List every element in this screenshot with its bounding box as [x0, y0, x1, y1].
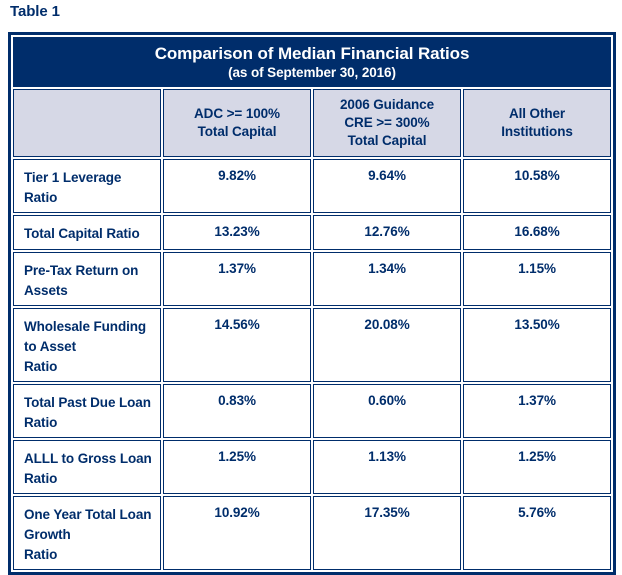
- row-value: 1.34%: [313, 252, 461, 306]
- table-row: Pre-Tax Return on Assets 1.37% 1.34% 1.1…: [13, 252, 611, 306]
- row-label: Wholesale Funding to Asset Ratio: [13, 308, 161, 382]
- table-title-band: Comparison of Median Financial Ratios (a…: [13, 37, 611, 87]
- row-value: 1.15%: [463, 252, 611, 306]
- row-value: 0.83%: [163, 384, 311, 438]
- row-value: 1.25%: [163, 440, 311, 494]
- table-title: Comparison of Median Financial Ratios: [154, 44, 470, 63]
- row-value: 5.76%: [463, 496, 611, 570]
- title-row: Comparison of Median Financial Ratios (a…: [13, 37, 611, 87]
- row-value: 9.82%: [163, 159, 311, 213]
- row-label: ALLL to Gross Loan Ratio: [13, 440, 161, 494]
- document-page: Table 1 Comparison of Median Financial R…: [8, 3, 616, 575]
- row-value: 0.60%: [313, 384, 461, 438]
- header-row: ADC >= 100% Total Capital 2006 Guidance …: [13, 89, 611, 157]
- row-value: 17.35%: [313, 496, 461, 570]
- table-subtitle: (as of September 30, 2016): [228, 65, 396, 80]
- column-header-adc: ADC >= 100% Total Capital: [163, 89, 311, 157]
- row-label: Total Past Due Loan Ratio: [13, 384, 161, 438]
- row-value: 1.37%: [463, 384, 611, 438]
- table-row: Total Past Due Loan Ratio 0.83% 0.60% 1.…: [13, 384, 611, 438]
- row-label: Total Capital Ratio: [13, 215, 161, 250]
- row-label: Pre-Tax Return on Assets: [13, 252, 161, 306]
- table-row: One Year Total Loan Growth Ratio 10.92% …: [13, 496, 611, 570]
- row-value: 10.58%: [463, 159, 611, 213]
- table-row: Wholesale Funding to Asset Ratio 14.56% …: [13, 308, 611, 382]
- financial-ratios-table: Comparison of Median Financial Ratios (a…: [8, 32, 616, 575]
- table-caption: Table 1: [10, 3, 60, 20]
- corner-cell: [13, 89, 161, 157]
- row-label: One Year Total Loan Growth Ratio: [13, 496, 161, 570]
- row-value: 1.37%: [163, 252, 311, 306]
- row-value: 14.56%: [163, 308, 311, 382]
- row-value: 1.13%: [313, 440, 461, 494]
- row-value: 10.92%: [163, 496, 311, 570]
- column-header-cre: 2006 Guidance CRE >= 300% Total Capital: [313, 89, 461, 157]
- row-label: Tier 1 Leverage Ratio: [13, 159, 161, 213]
- row-value: 20.08%: [313, 308, 461, 382]
- column-header-all-other: All Other Institutions: [463, 89, 611, 157]
- table-row: Tier 1 Leverage Ratio 9.82% 9.64% 10.58%: [13, 159, 611, 213]
- row-value: 1.25%: [463, 440, 611, 494]
- row-value: 9.64%: [313, 159, 461, 213]
- row-value: 13.23%: [163, 215, 311, 250]
- row-value: 16.68%: [463, 215, 611, 250]
- row-value: 13.50%: [463, 308, 611, 382]
- table-row: Total Capital Ratio 13.23% 12.76% 16.68%: [13, 215, 611, 250]
- table-row: ALLL to Gross Loan Ratio 1.25% 1.13% 1.2…: [13, 440, 611, 494]
- row-value: 12.76%: [313, 215, 461, 250]
